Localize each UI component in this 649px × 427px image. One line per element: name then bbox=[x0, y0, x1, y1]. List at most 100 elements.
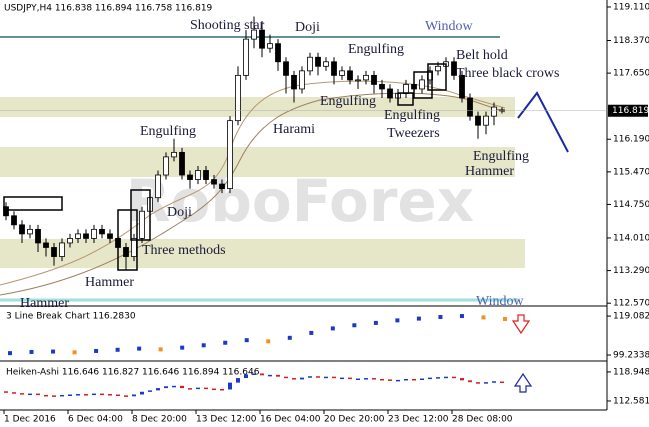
pattern-boxes bbox=[3, 63, 447, 271]
line-break-block bbox=[94, 348, 99, 353]
candle-body bbox=[99, 228, 105, 235]
pattern-label: Belt hold bbox=[456, 48, 508, 63]
heiken-ashi-bar bbox=[108, 394, 112, 396]
heiken-ashi-bar bbox=[244, 374, 248, 379]
candle-body bbox=[219, 183, 225, 190]
heiken-ashi-bar bbox=[12, 392, 16, 394]
candle-body bbox=[491, 106, 497, 117]
heiken-ashi-bar bbox=[68, 394, 72, 396]
heiken-ashi-bar bbox=[212, 388, 216, 391]
heiken-ashi-bar bbox=[20, 393, 24, 395]
heiken-ashi-bar bbox=[484, 382, 488, 384]
line-break-block bbox=[266, 339, 271, 344]
heiken-ashi-bar bbox=[36, 393, 40, 396]
line-break-block bbox=[8, 351, 12, 356]
y-tick-label: 118.948 bbox=[613, 367, 649, 377]
heiken-ashi-bar bbox=[364, 378, 368, 380]
candle-body bbox=[259, 29, 265, 49]
heiken-ashi-bar bbox=[308, 376, 312, 378]
pattern-label: Three black crows bbox=[456, 66, 559, 81]
x-tick-label: 20 Dec 20:00 bbox=[324, 415, 385, 425]
pattern-box bbox=[3, 196, 63, 211]
heiken-ashi-bar bbox=[124, 395, 128, 397]
down-arrow bbox=[511, 314, 531, 335]
heiken-ashi-bar bbox=[268, 374, 272, 377]
heiken-ashi-bar bbox=[444, 376, 448, 379]
heiken-ashi-bar bbox=[164, 386, 168, 389]
line-break-block bbox=[72, 350, 77, 355]
line-break-block bbox=[373, 320, 378, 325]
candle-body bbox=[107, 233, 113, 239]
candle-body bbox=[307, 56, 313, 72]
candle-body bbox=[315, 56, 321, 67]
x-tick-label: 8 Dec 20:00 bbox=[132, 415, 187, 425]
pattern-box bbox=[427, 63, 447, 91]
candle-body bbox=[403, 84, 409, 94]
heiken-ashi-bar bbox=[180, 385, 184, 389]
last-price-label: 116.819 bbox=[612, 106, 649, 116]
pattern-label: Engulfing bbox=[348, 42, 404, 57]
candle-body bbox=[195, 170, 201, 180]
candle-body bbox=[363, 74, 369, 81]
moving-average bbox=[0, 92, 506, 296]
heiken-ashi-bar bbox=[436, 377, 440, 379]
line-break-block bbox=[287, 335, 292, 340]
candle-body bbox=[35, 228, 41, 244]
x-tick-label: 28 Dec 08:00 bbox=[452, 415, 513, 425]
heiken-ashi-bar bbox=[460, 378, 464, 381]
heiken-ashi-bar bbox=[292, 378, 296, 380]
line-break-block bbox=[137, 346, 142, 351]
heiken-ashi-bar bbox=[204, 387, 208, 390]
candle-body bbox=[11, 215, 17, 226]
line-break-block bbox=[29, 349, 34, 354]
heiken-ashi-bar bbox=[140, 391, 144, 395]
heiken-ashi-bar bbox=[348, 377, 352, 380]
heiken-ashi-bar bbox=[356, 378, 360, 381]
line-break-block bbox=[51, 349, 56, 354]
heiken-ashi-bar bbox=[236, 378, 240, 383]
pattern-label: Shooting star bbox=[190, 18, 265, 33]
chart-title: USDJPY,H4 116.838 116.894 116.758 116.81… bbox=[4, 4, 213, 14]
pattern-label: Hammer bbox=[465, 164, 514, 179]
heiken-ashi-bar bbox=[332, 376, 336, 379]
y-tick-label: 112.581 bbox=[613, 396, 649, 406]
x-tick-label: 6 Dec 04:00 bbox=[68, 415, 123, 425]
heiken-ashi-bar bbox=[4, 391, 8, 393]
candle-body bbox=[267, 43, 273, 49]
candle-body bbox=[27, 228, 33, 235]
line-break-block bbox=[244, 338, 249, 343]
heiken-ashi-bar bbox=[404, 378, 408, 381]
zone bbox=[0, 147, 515, 177]
line-break-block bbox=[201, 343, 206, 348]
heiken-ashi-bar bbox=[396, 379, 400, 382]
line-break-block bbox=[503, 316, 507, 321]
candle-body bbox=[467, 97, 473, 117]
heiken-ashi-bar bbox=[452, 376, 456, 379]
line-break-block bbox=[395, 318, 400, 323]
pattern-label: Doji bbox=[295, 20, 320, 35]
y-tick-label: 116.190 bbox=[613, 135, 649, 145]
candle-body bbox=[379, 84, 385, 90]
x-tick-label: 13 Dec 12:00 bbox=[196, 415, 257, 425]
candle-body bbox=[387, 88, 393, 99]
heiken-ashi-bar bbox=[60, 394, 64, 397]
heiken-ashi-bar bbox=[500, 381, 504, 384]
heiken-ashi-bar bbox=[260, 373, 264, 376]
pattern-label: Engulfing bbox=[473, 149, 529, 164]
heiken-ashi-bar bbox=[372, 378, 376, 380]
pattern-label: Window bbox=[425, 19, 474, 34]
candle-body bbox=[347, 70, 353, 81]
panel-title: 3 Line Break Chart 116.2830 bbox=[6, 312, 136, 322]
pattern-label: Engulfing bbox=[384, 108, 440, 123]
pattern-label: Window bbox=[476, 294, 525, 309]
heiken-ashi-bar bbox=[412, 378, 416, 381]
pattern-label: Engulfing bbox=[140, 124, 196, 139]
y-tick-label: 112.570 bbox=[613, 299, 649, 309]
y-tick-label: 114.010 bbox=[613, 233, 649, 243]
candle-body bbox=[235, 74, 241, 122]
candle-body bbox=[203, 170, 209, 180]
candle-body bbox=[59, 242, 65, 257]
heiken-ashi-bar bbox=[476, 382, 480, 384]
heiken-ashi-bar bbox=[324, 376, 328, 379]
